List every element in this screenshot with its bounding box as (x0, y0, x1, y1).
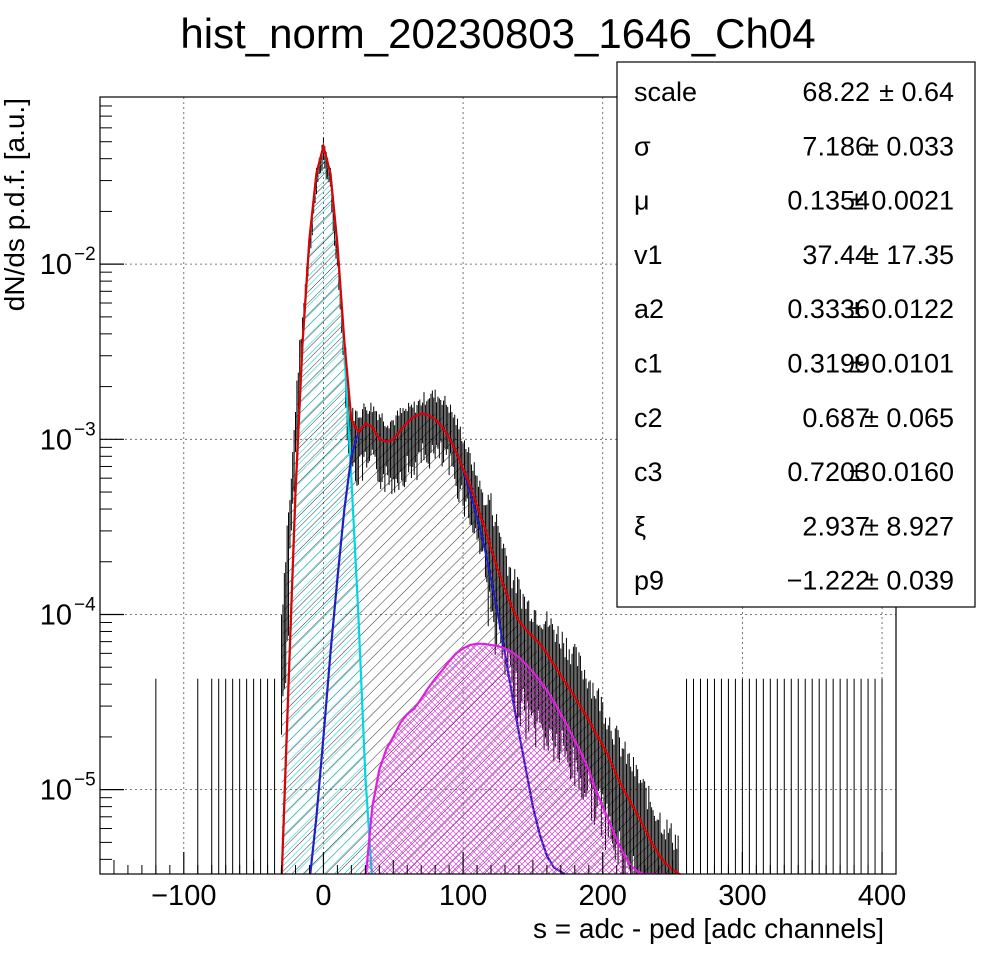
stat-value: 2.937 (802, 511, 870, 541)
stat-name: σ (634, 131, 651, 161)
stat-error: ± 0.033 (864, 131, 954, 161)
stat-value: 0.3199 (787, 349, 870, 379)
y-axis-ticks: 10−510−410−310−2 (40, 96, 124, 860)
stat-error: ± 0.64 (879, 77, 954, 107)
stat-error: ± 0.0021 (849, 186, 954, 216)
stat-name: v1 (634, 240, 663, 270)
fit-curve-4 (280, 142, 684, 874)
stat-name: μ (634, 186, 650, 216)
x-tick-label: 100 (439, 880, 487, 912)
y-tick-exponent: −4 (74, 594, 96, 615)
y-tick-label: 10 (40, 775, 72, 807)
x-axis-ticks: −100 0 100 200 300 400 (113, 852, 906, 912)
stat-error: ± 0.065 (864, 403, 954, 433)
stat-error: ± 8.927 (864, 511, 954, 541)
x-tick-label: 300 (718, 880, 766, 912)
x-tick-label: 200 (579, 880, 627, 912)
stat-name: c2 (634, 403, 663, 433)
stat-value: 37.44 (802, 240, 870, 270)
stat-value: −1.222 (787, 566, 870, 596)
x-tick-label: 0 (315, 880, 331, 912)
stat-name: p9 (634, 566, 664, 596)
y-axis-label: dN/ds p.d.f. [a.u.] (0, 98, 30, 311)
stat-error: ± 0.0160 (849, 457, 954, 487)
stat-name: ξ (634, 511, 646, 541)
stat-value: 0.687 (802, 403, 870, 433)
histogram-fill (281, 146, 680, 874)
y-tick-label: 10 (40, 249, 72, 281)
stats-box-frame (616, 61, 976, 608)
y-tick-exponent: −3 (74, 419, 96, 440)
y-tick-label: 10 (40, 424, 72, 456)
plot-data (155, 137, 883, 874)
stat-value: 0.7203 (787, 457, 870, 487)
stat-name: c1 (634, 349, 663, 379)
y-tick-exponent: −2 (74, 244, 96, 265)
stat-value: 7.186 (802, 131, 870, 161)
x-axis-label: s = adc - ped [adc channels] (533, 913, 884, 944)
chart-title: hist_norm_20230803_1646_Ch04 (180, 10, 815, 57)
stat-error: ± 0.0101 (849, 349, 954, 379)
stat-error: ± 17.35 (864, 240, 954, 270)
stat-value: 68.22 (802, 77, 870, 107)
stat-error: ± 0.0122 (849, 294, 954, 324)
x-tick-label: 400 (858, 880, 906, 912)
stat-value: 0.3336 (787, 294, 870, 324)
y-tick-label: 10 (40, 599, 72, 631)
fit-curves (280, 142, 684, 874)
stat-value: 0.1354 (787, 186, 870, 216)
sparse-entries (155, 678, 883, 874)
fit-curve-3 (364, 642, 666, 874)
stat-error: ± 0.039 (864, 566, 954, 596)
y-tick-exponent: −5 (74, 770, 96, 791)
fit-component-fill (365, 643, 666, 874)
stat-name: scale (634, 77, 697, 107)
stat-name: c3 (634, 457, 663, 487)
stat-name: a2 (634, 294, 664, 324)
x-tick-label: −100 (151, 880, 216, 912)
